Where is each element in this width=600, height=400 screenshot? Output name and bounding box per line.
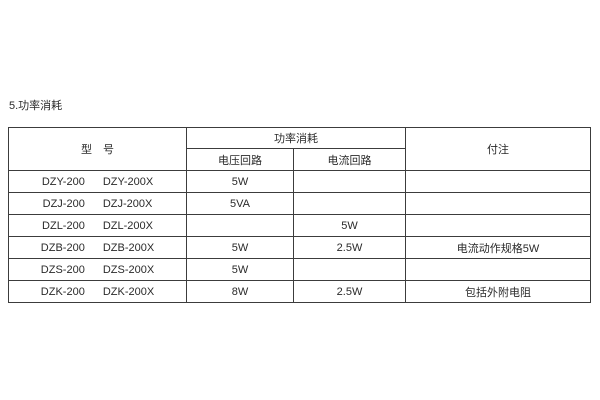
model-pair: DZS-200 DZS-200X [41,264,154,276]
model-name: DZY-200X [102,175,154,188]
table-row: DZK-200 DZK-200X 8W 2.5W 包括外附电阻 [8,280,591,303]
model-name: DZL-200X [102,219,153,232]
section-title: 5.功率消耗 [9,100,63,112]
header-current-circuit: 电流回路 [293,148,406,171]
model-cell: DZJ-200 DZJ-200X [8,192,187,215]
table-row: DZJ-200 DZJ-200X 5VA [8,192,591,215]
model-cell: DZK-200 DZK-200X [8,280,187,303]
table-header-row-top: 型 号 功率消耗 付注 [8,127,591,171]
model-name: DZK-200 [40,285,85,298]
model-name: DZJ-200 [42,197,85,210]
header-power-group: 功率消耗 [186,127,406,149]
table-row: DZL-200 DZL-200X 5W [8,214,591,237]
note-cell: 包括外附电阻 [405,280,591,303]
voltage-cell [186,214,294,237]
model-cell: DZS-200 DZS-200X [8,258,187,281]
model-cell: DZY-200 DZY-200X [8,170,187,193]
model-name: DZS-200X [102,263,155,276]
current-cell [293,170,406,193]
model-name: DZJ-200X [102,197,153,210]
model-name: DZK-200X [102,285,155,298]
model-pair: DZK-200 DZK-200X [41,286,154,298]
header-notes: 付注 [405,127,591,171]
table-row: DZB-200 DZB-200X 5W 2.5W 电流动作规格5W [8,236,591,259]
current-cell [293,192,406,215]
voltage-cell: 5W [186,258,294,281]
current-cell: 2.5W [293,236,406,259]
voltage-cell: 5VA [186,192,294,215]
model-pair: DZJ-200 DZJ-200X [43,198,153,210]
model-pair: DZB-200 DZB-200X [41,242,154,254]
current-cell: 5W [293,214,406,237]
note-cell: 电流动作规格5W [405,236,591,259]
model-cell: DZB-200 DZB-200X [8,236,187,259]
power-consumption-table: 型 号 功率消耗 付注 电压回路 电流回路 DZY-200 DZY-200X 5… [8,127,591,303]
model-name: DZS-200 [40,263,85,276]
model-cell: DZL-200 DZL-200X [8,214,187,237]
model-name: DZY-200 [41,175,85,188]
voltage-cell: 8W [186,280,294,303]
model-pair: DZL-200 DZL-200X [42,220,153,232]
note-cell [405,170,591,193]
model-name: DZB-200X [102,241,155,254]
note-cell [405,214,591,237]
table-row: DZY-200 DZY-200X 5W [8,170,591,193]
header-voltage-circuit: 电压回路 [186,148,294,171]
note-cell [405,258,591,281]
note-cell [405,192,591,215]
model-name: DZB-200 [40,241,85,254]
model-pair: DZY-200 DZY-200X [42,176,153,188]
voltage-cell: 5W [186,236,294,259]
header-model: 型 号 [8,127,187,171]
voltage-cell: 5W [186,170,294,193]
model-name: DZL-200 [42,219,85,232]
current-cell [293,258,406,281]
current-cell: 2.5W [293,280,406,303]
table-row: DZS-200 DZS-200X 5W [8,258,591,281]
